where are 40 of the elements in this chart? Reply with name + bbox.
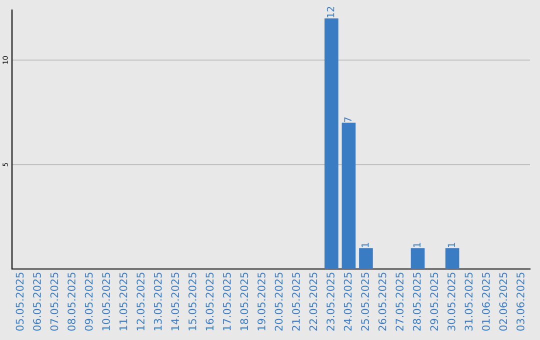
x-tick-label: 05.05.2025	[16, 272, 24, 331]
x-tick-label: 23.05.2025	[326, 272, 334, 331]
data-label: 1	[448, 242, 455, 248]
x-tick-label: 08.05.2025	[68, 272, 76, 331]
data-label: 1	[362, 242, 369, 248]
x-tick-label: 22.05.2025	[309, 272, 318, 331]
x-tick-label: 17.05.2025	[222, 272, 231, 330]
x-tick-label: 06.05.2025	[33, 272, 41, 331]
x-tick-label: 16.05.2025	[206, 272, 214, 330]
x-tick-label: 29.05.2025	[430, 272, 438, 331]
x-tick-label: 12.05.2025	[136, 272, 145, 330]
x-tick-label: 07.05.2025	[50, 272, 58, 331]
x-tick-label: 21.05.2025	[292, 272, 300, 331]
x-tick-label: 02.06.2025	[499, 272, 508, 331]
x-tick-label: 31.05.2025	[464, 272, 473, 331]
x-tick-label: 03.06.2025	[516, 272, 524, 331]
data-label: 7	[344, 117, 352, 122]
x-tick-label: 11.05.2025	[119, 272, 128, 330]
x-tick-label: 10.05.2025	[102, 272, 110, 330]
bar	[359, 248, 373, 269]
x-tick-label: 13.05.2025	[154, 272, 162, 330]
x-tick-label: 15.05.2025	[188, 272, 196, 330]
x-tick-label: 01.06.2025	[482, 272, 490, 331]
x-tick-label: 20.05.2025	[274, 272, 283, 331]
x-tick-label: 27.05.2025	[396, 272, 404, 331]
x-tick-label: 19.05.2025	[258, 272, 266, 330]
x-tick-label: 25.05.2025	[361, 272, 369, 331]
bar	[445, 248, 460, 269]
bar	[410, 248, 425, 269]
bar	[324, 18, 338, 269]
x-tick-label: 28.05.2025	[412, 272, 421, 331]
data-label: 1	[413, 242, 420, 248]
x-tick-label: 09.05.2025	[84, 272, 93, 331]
x-tick-label: 24.05.2025	[344, 272, 352, 331]
x-tick-label: 26.05.2025	[378, 272, 386, 331]
x-tick-label: 14.05.2025	[171, 272, 180, 330]
x-tick-label: 18.05.2025	[240, 272, 248, 330]
x-tick-label: 30.05.2025	[447, 272, 456, 331]
data-label: 12	[326, 6, 334, 18]
bar	[342, 122, 356, 269]
